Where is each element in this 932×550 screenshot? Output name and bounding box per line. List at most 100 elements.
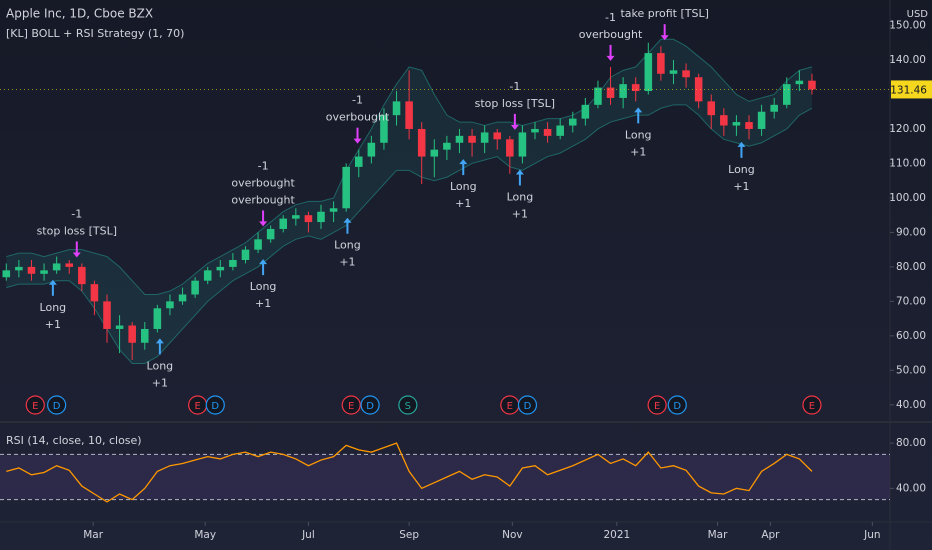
signal-label: -1 (509, 80, 520, 93)
event-marker (205, 395, 225, 415)
y-tick-label: 80.00 (896, 261, 926, 273)
long-arrow-head (515, 169, 524, 175)
signal-label: Long (40, 301, 67, 314)
candle-body (757, 111, 766, 129)
signal-label: overbought (231, 176, 295, 189)
candle-body (78, 266, 86, 285)
signal-label: -1 (258, 159, 269, 172)
rsi-title: RSI (14, close, 10, close) (6, 434, 142, 447)
candle-body (745, 122, 753, 129)
candle-body (443, 142, 451, 150)
event-label: E (32, 401, 38, 412)
y-tick-label: 100.00 (889, 192, 926, 204)
x-tick-label: Apr (761, 529, 780, 541)
event-marker (517, 395, 538, 415)
rsi-tick-label: 40.00 (896, 482, 926, 494)
candle-body (480, 132, 489, 143)
y-tick-label: 140.00 (889, 54, 926, 66)
short-arrow-head (606, 55, 615, 61)
event-marker (667, 395, 687, 415)
short-arrow-head (353, 138, 362, 144)
rsi-line (6, 442, 813, 503)
candle-body (556, 125, 564, 136)
candle-body (468, 135, 476, 143)
short-arrow-head (72, 252, 81, 258)
x-tick-label: Jun (863, 529, 880, 541)
signal-label: overbought (326, 111, 390, 124)
signal-label: Long (507, 190, 534, 203)
band-upper (6, 38, 813, 295)
candle-body (27, 266, 36, 274)
candle-body (367, 142, 376, 157)
x-tick-label: Sep (399, 529, 419, 541)
y-tick-label: 40.00 (896, 399, 926, 411)
signal-label: +1 (339, 256, 355, 269)
candle-body (531, 128, 539, 133)
signal-label: overbought (579, 28, 643, 41)
candle-body (329, 208, 338, 212)
candle-body (732, 122, 741, 126)
signal-label: -1 (352, 94, 363, 107)
candle-body (594, 87, 602, 105)
short-arrow-head (510, 124, 519, 130)
candle-body (707, 101, 716, 116)
y-tick-label: 70.00 (896, 295, 926, 307)
candle-body (304, 215, 313, 223)
candle-body (178, 294, 187, 302)
signal-label: +1 (733, 180, 749, 193)
long-arrow-head (155, 338, 164, 344)
short-arrow-head (660, 35, 669, 41)
candle-body (543, 128, 552, 136)
x-tick-label: Mar (708, 529, 728, 541)
long-arrow-head (737, 141, 746, 147)
event-marker (341, 395, 361, 415)
rsi-tick-label: 80.00 (896, 437, 926, 449)
currency: USD (907, 9, 929, 20)
candle-body (380, 115, 388, 143)
y-tick-label: 150.00 (889, 20, 926, 32)
candle-body (568, 118, 577, 126)
candle-body (606, 87, 615, 98)
signal-label: +1 (630, 145, 646, 158)
candle-body (694, 77, 703, 102)
event-marker (25, 395, 45, 415)
event-label: D (673, 401, 681, 412)
candle-body (682, 70, 690, 78)
event-marker (647, 395, 667, 415)
short-arrow-head (259, 221, 268, 227)
candle-body (140, 328, 149, 343)
signal-label: Long (450, 180, 477, 193)
strategy-name: [KL] BOLL + RSI Strategy (1, 70) (6, 27, 184, 40)
signal-label: +1 (45, 318, 61, 331)
candle-body (795, 80, 804, 85)
candle-body (354, 156, 363, 167)
candle-body (644, 53, 653, 92)
y-tick-label: 90.00 (896, 226, 926, 238)
event-marker (398, 395, 418, 415)
candle-body (103, 301, 111, 329)
signal-label: +1 (152, 376, 168, 389)
candle-body (90, 284, 99, 302)
event-label: E (809, 401, 815, 412)
event-label: D (366, 401, 374, 412)
candle-body (657, 53, 665, 74)
candle-body (392, 101, 401, 116)
signal-label: -1 (659, 0, 670, 3)
candle-body (203, 270, 212, 281)
candle-body (292, 215, 300, 219)
signal-label: Long (147, 359, 174, 372)
candle-body (317, 211, 325, 223)
event-label: E (507, 401, 513, 412)
event-label: D (524, 401, 532, 412)
candle-body (254, 239, 262, 250)
candle-body (455, 135, 464, 143)
signal-label: take profit [TSL] (620, 7, 708, 20)
candle-body (191, 280, 199, 295)
event-marker (360, 395, 380, 415)
event-label: D (211, 401, 219, 412)
x-tick-label: 2021 (603, 529, 630, 541)
band-lower (6, 104, 813, 364)
signal-label: +1 (455, 197, 471, 210)
last-price-box (891, 80, 932, 99)
signal-label: Long (334, 239, 361, 252)
